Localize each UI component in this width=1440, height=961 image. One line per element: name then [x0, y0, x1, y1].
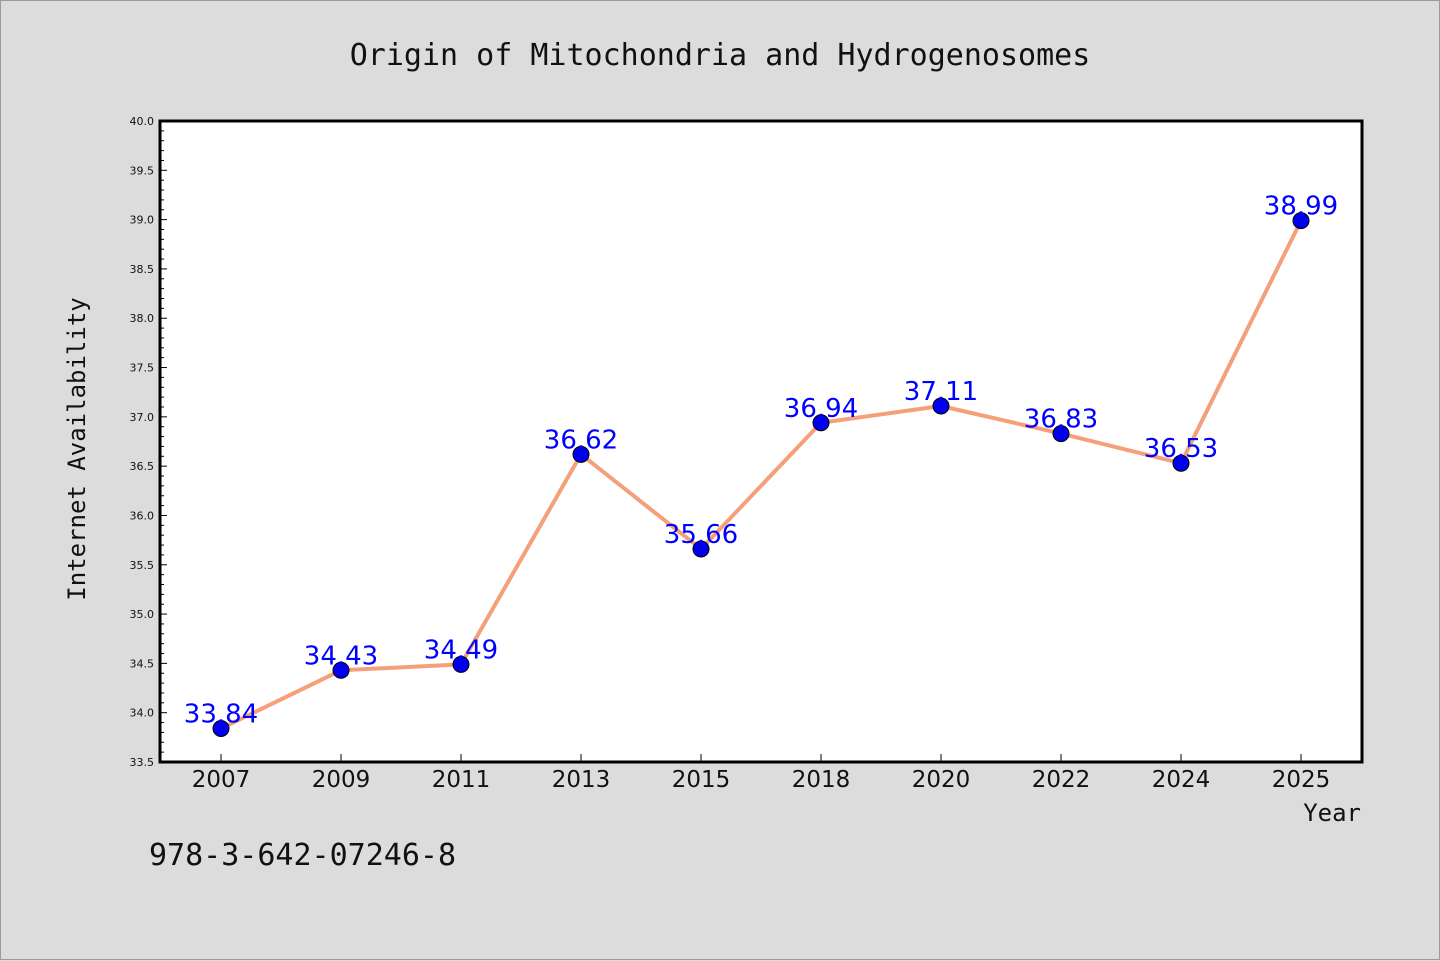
data-points: [212, 212, 1310, 737]
data-point: [572, 445, 590, 463]
data-point: [212, 719, 230, 737]
data-point: [932, 397, 950, 415]
series-line: [220, 219, 1303, 731]
x-tick-label: 2011: [432, 767, 491, 793]
data-label: 34.49: [424, 635, 498, 665]
y-axis: 33.5 34.0 34.5 35.0 35.5 36.0 36.5 37.0 37.5 38.0…: [130, 115, 167, 769]
data-label: 33.84: [184, 699, 258, 729]
x-tick-label: 2007: [192, 767, 251, 793]
plot-area: [158, 119, 1364, 764]
y-tick-label: 39.0: [130, 214, 155, 227]
x-tick-label: 2024: [1152, 767, 1211, 793]
data-label: 36.94: [784, 394, 858, 424]
y-tick-label: 38.5: [130, 263, 155, 276]
x-tick-label: 2009: [312, 767, 371, 793]
data-point: [812, 414, 830, 432]
data-labels: 33.84 34.43 34.49 36.62 35.66 36.94 37.11 36.83…: [184, 192, 1338, 730]
y-tick-label: 35.5: [130, 559, 155, 572]
y-tick-label: 37.5: [130, 362, 155, 375]
y-axis-label: Internet Availability: [63, 297, 91, 600]
x-tick-label: 2015: [672, 767, 731, 793]
data-label: 36.83: [1024, 405, 1098, 435]
data-point: [1172, 454, 1190, 472]
data-label: 36.53: [1144, 434, 1218, 464]
data-label: 35.66: [664, 520, 738, 550]
x-axis-label: Year: [1303, 799, 1361, 827]
data-label: 38.99: [1264, 192, 1338, 222]
x-tick-label: 2025: [1272, 767, 1331, 793]
y-tick-label: 36.5: [130, 460, 155, 473]
data-label: 37.11: [904, 377, 978, 407]
chart-title: Origin of Mitochondria and Hydrogenosome…: [350, 38, 1091, 73]
y-tick-label: 33.5: [130, 756, 155, 769]
x-axis: 2007 2009 2011 2013 2015 2018 2020 2022 2024 2025: [192, 754, 1331, 793]
x-tick-label: 2022: [1032, 767, 1091, 793]
data-point: [692, 540, 710, 558]
x-tick-label: 2018: [792, 767, 851, 793]
data-point: [1052, 425, 1070, 443]
y-tick-label: 38.0: [130, 312, 155, 325]
data-point: [1292, 212, 1310, 230]
y-tick-label: 34.0: [130, 707, 155, 720]
y-tick-label: 36.0: [130, 509, 155, 522]
y-tick-label: 40.0: [130, 115, 155, 128]
y-tick-label: 39.5: [130, 164, 155, 177]
data-label: 34.43: [304, 641, 378, 671]
data-point: [452, 655, 470, 673]
y-tick-label: 34.5: [130, 657, 155, 670]
footer-code: 978-3-642-07246-8: [149, 838, 456, 873]
x-tick-label: 2020: [912, 767, 971, 793]
data-label: 36.62: [544, 425, 618, 455]
x-tick-label: 2013: [552, 767, 611, 793]
data-point: [332, 661, 350, 679]
y-tick-label: 35.0: [130, 608, 155, 621]
y-tick-label: 37.0: [130, 411, 155, 424]
